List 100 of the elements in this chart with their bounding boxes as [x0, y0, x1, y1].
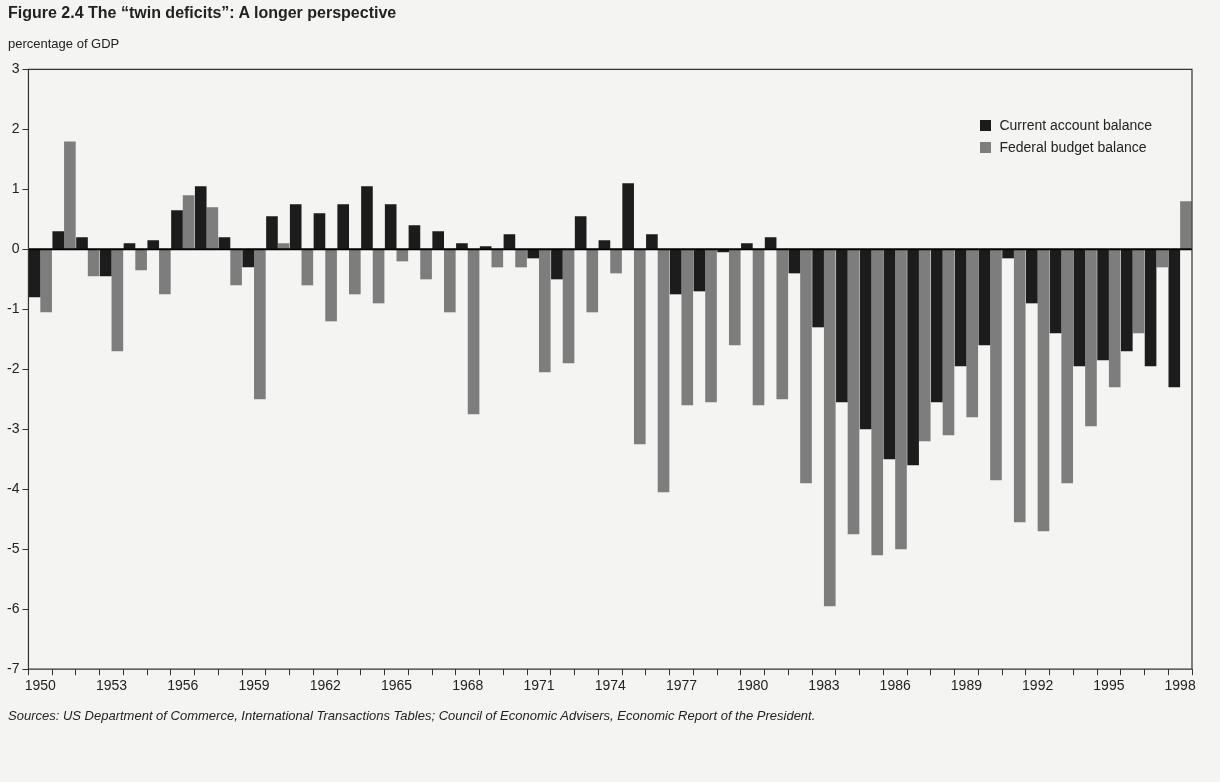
bar — [1144, 249, 1157, 367]
bar — [1180, 201, 1192, 249]
bar — [942, 249, 955, 436]
bar — [111, 249, 124, 352]
x-tick-label: 1971 — [523, 677, 555, 694]
bar — [1132, 249, 1145, 334]
bar — [776, 249, 789, 400]
x-tick-label: 1977 — [665, 677, 698, 694]
bar — [954, 249, 967, 367]
bar — [467, 249, 480, 415]
bar — [978, 249, 991, 346]
bar — [87, 249, 100, 277]
x-tick-label: 1956 — [167, 677, 199, 694]
x-tick-label: 1992 — [1022, 677, 1054, 694]
bar — [64, 141, 76, 249]
bar — [420, 249, 432, 280]
y-tick-label: 2 — [11, 120, 20, 137]
bar — [266, 216, 278, 249]
bar — [800, 249, 812, 484]
bar — [895, 249, 907, 550]
bar — [52, 231, 65, 249]
x-tick-label: 1974 — [594, 677, 626, 694]
bar — [586, 249, 599, 313]
bar — [99, 249, 112, 277]
bar — [812, 249, 824, 328]
bar — [230, 249, 242, 286]
y-tick-label: -2 — [7, 360, 20, 377]
bar — [1121, 249, 1133, 352]
y-tick-label: -6 — [7, 600, 20, 617]
bar — [40, 249, 52, 313]
bar — [384, 204, 397, 249]
bar — [337, 204, 350, 249]
bar — [242, 249, 255, 268]
bar — [503, 234, 516, 249]
y-tick-label: -3 — [7, 420, 20, 437]
bar — [1026, 249, 1038, 304]
y-tick-label: -7 — [7, 660, 20, 677]
x-tick-label: 1989 — [950, 677, 983, 694]
x-tick-label: 1986 — [879, 677, 911, 694]
x-tick-label: 1968 — [452, 677, 484, 694]
x-tick-label: 1965 — [380, 677, 413, 694]
bar — [182, 195, 195, 249]
x-tick-label: 1953 — [95, 677, 128, 694]
bar — [159, 249, 171, 295]
bar — [836, 249, 848, 403]
bar — [622, 183, 634, 249]
y-tick-label: -1 — [7, 300, 20, 317]
bar — [610, 249, 622, 274]
bar — [491, 249, 504, 268]
bar — [527, 249, 539, 259]
bar — [218, 237, 231, 249]
bar — [194, 186, 207, 249]
bar — [349, 249, 361, 295]
bar — [966, 249, 979, 418]
bar — [432, 231, 444, 249]
bar — [1097, 249, 1109, 361]
y-tick-label: 3 — [11, 60, 20, 77]
bar — [907, 249, 919, 466]
bar — [859, 249, 872, 430]
bar — [1061, 249, 1074, 484]
y-tick-label: -4 — [7, 480, 20, 497]
bar — [871, 249, 884, 556]
bar — [788, 249, 801, 274]
bar — [372, 249, 385, 304]
bar — [301, 249, 314, 286]
bar — [254, 249, 266, 400]
bar — [361, 186, 373, 249]
bar — [538, 249, 551, 373]
bar — [313, 213, 326, 249]
bar — [1156, 249, 1169, 268]
legend-label: Current account balance — [999, 117, 1152, 134]
bar — [551, 249, 563, 280]
bar — [515, 249, 527, 268]
y-tick-label: 0 — [11, 240, 20, 257]
bar — [823, 249, 836, 607]
bar — [728, 249, 741, 346]
x-tick-label: 1995 — [1093, 677, 1125, 694]
bar — [289, 204, 302, 249]
x-tick-label: 1950 — [24, 677, 57, 694]
bar — [1108, 249, 1121, 388]
bar — [562, 249, 575, 364]
bar — [1085, 249, 1097, 427]
chart-title: Figure 2.4 The “twin deficits”: A longer perspective — [8, 4, 397, 22]
bar — [990, 249, 1002, 481]
bar — [646, 234, 658, 249]
bar — [918, 249, 931, 442]
bar — [325, 249, 337, 322]
x-tick-label: 1998 — [1164, 677, 1196, 694]
bar — [669, 249, 682, 295]
bar — [681, 249, 694, 406]
bar — [396, 249, 409, 262]
bar — [1013, 249, 1026, 523]
bar — [847, 249, 860, 535]
bar — [633, 249, 646, 445]
y-tick-label: -5 — [7, 540, 20, 557]
bar — [1073, 249, 1086, 367]
bar — [135, 249, 147, 271]
y-axis-title: percentage of GDP — [8, 36, 120, 51]
bar — [574, 216, 587, 249]
x-tick-label: 1980 — [737, 677, 769, 694]
